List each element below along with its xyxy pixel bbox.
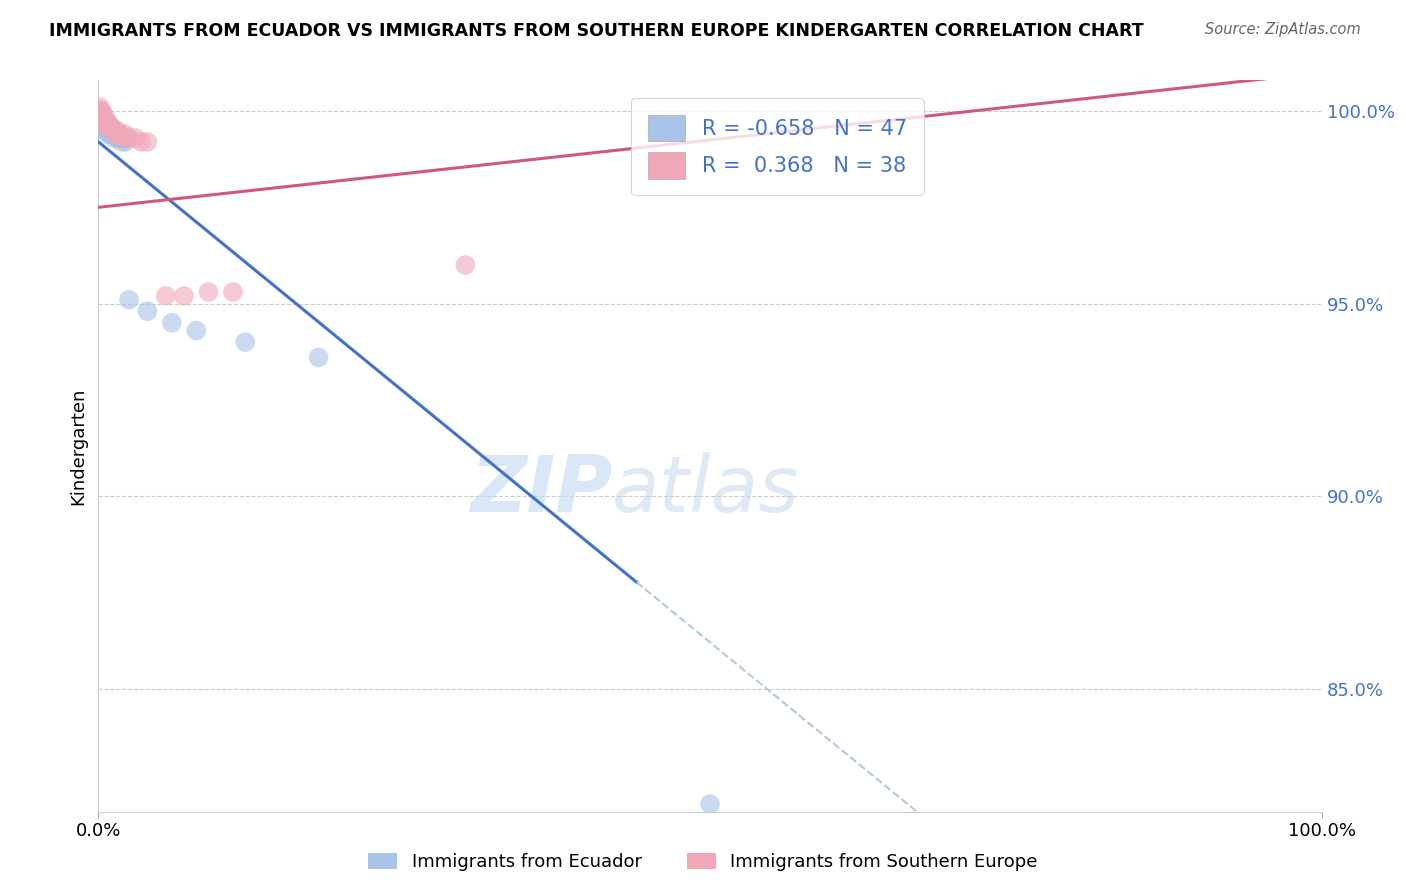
Text: ZIP: ZIP [470, 452, 612, 528]
Point [108, 131, 131, 145]
Point [114, 135, 136, 149]
Text: IMMIGRANTS FROM ECUADOR VS IMMIGRANTS FROM SOUTHERN EUROPE KINDERGARTEN CORRELAT: IMMIGRANTS FROM ECUADOR VS IMMIGRANTS FR… [49, 22, 1144, 40]
Point [186, 324, 208, 338]
Point [124, 131, 146, 145]
Point [94, 120, 117, 134]
Point [104, 127, 127, 141]
Point [96, 115, 118, 129]
Point [91, 108, 114, 122]
Point [100, 123, 122, 137]
Point [101, 123, 124, 137]
Point [96, 120, 118, 134]
Point [233, 334, 256, 349]
Point [105, 131, 128, 145]
Point [111, 131, 134, 145]
Point [110, 131, 132, 145]
Point [118, 131, 141, 145]
Legend: R = -0.658   N = 47, R =  0.368   N = 38: R = -0.658 N = 47, R = 0.368 N = 38 [631, 98, 924, 195]
Point [105, 123, 128, 137]
Point [101, 127, 124, 141]
Point [90, 104, 112, 119]
Point [105, 127, 128, 141]
Point [100, 120, 122, 134]
Point [101, 123, 124, 137]
Point [91, 112, 114, 126]
Point [111, 131, 134, 145]
Point [93, 115, 115, 129]
Point [111, 135, 134, 149]
Point [98, 120, 121, 134]
Point [94, 115, 117, 129]
Y-axis label: Kindergarten: Kindergarten [69, 387, 87, 505]
Point [136, 135, 159, 149]
Point [97, 115, 120, 129]
Point [155, 289, 177, 303]
Point [91, 112, 114, 126]
Point [98, 127, 121, 141]
Point [97, 120, 120, 134]
Point [110, 127, 132, 141]
Point [94, 115, 117, 129]
Point [108, 127, 131, 141]
Point [97, 127, 120, 141]
Point [89, 112, 111, 126]
Legend: Immigrants from Ecuador, Immigrants from Southern Europe: Immigrants from Ecuador, Immigrants from… [361, 846, 1045, 879]
Point [90, 115, 112, 129]
Point [89, 104, 111, 119]
Point [197, 285, 219, 299]
Point [89, 108, 111, 122]
Point [107, 127, 129, 141]
Point [90, 112, 112, 126]
Point [101, 123, 124, 137]
Point [91, 115, 114, 129]
Point [100, 120, 122, 134]
Point [96, 123, 118, 137]
Point [103, 123, 125, 137]
Point [97, 123, 120, 137]
Point [89, 100, 111, 114]
Point [160, 316, 183, 330]
Point [101, 123, 124, 137]
Point [91, 108, 114, 122]
Point [136, 304, 159, 318]
Point [93, 123, 115, 137]
Point [114, 127, 136, 141]
Point [103, 131, 125, 145]
Point [93, 112, 115, 126]
Point [91, 120, 114, 134]
Point [94, 123, 117, 137]
Point [308, 351, 330, 365]
Point [107, 131, 129, 145]
Point [100, 127, 122, 141]
Point [118, 293, 141, 307]
Point [699, 797, 721, 811]
Point [222, 285, 245, 299]
Point [103, 127, 125, 141]
Point [129, 135, 152, 149]
Point [93, 115, 115, 129]
Point [94, 112, 117, 126]
Point [101, 127, 124, 141]
Point [98, 123, 121, 137]
Point [90, 108, 112, 122]
Point [91, 120, 114, 134]
Point [91, 112, 114, 126]
Point [91, 104, 114, 119]
Text: Source: ZipAtlas.com: Source: ZipAtlas.com [1205, 22, 1361, 37]
Point [93, 120, 115, 134]
Point [104, 127, 127, 141]
Text: atlas: atlas [612, 452, 800, 528]
Point [91, 115, 114, 129]
Point [117, 131, 139, 145]
Point [173, 289, 195, 303]
Point [454, 258, 477, 272]
Point [96, 120, 118, 134]
